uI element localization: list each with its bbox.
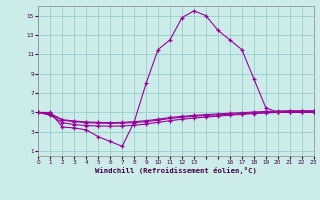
- X-axis label: Windchill (Refroidissement éolien,°C): Windchill (Refroidissement éolien,°C): [95, 167, 257, 174]
